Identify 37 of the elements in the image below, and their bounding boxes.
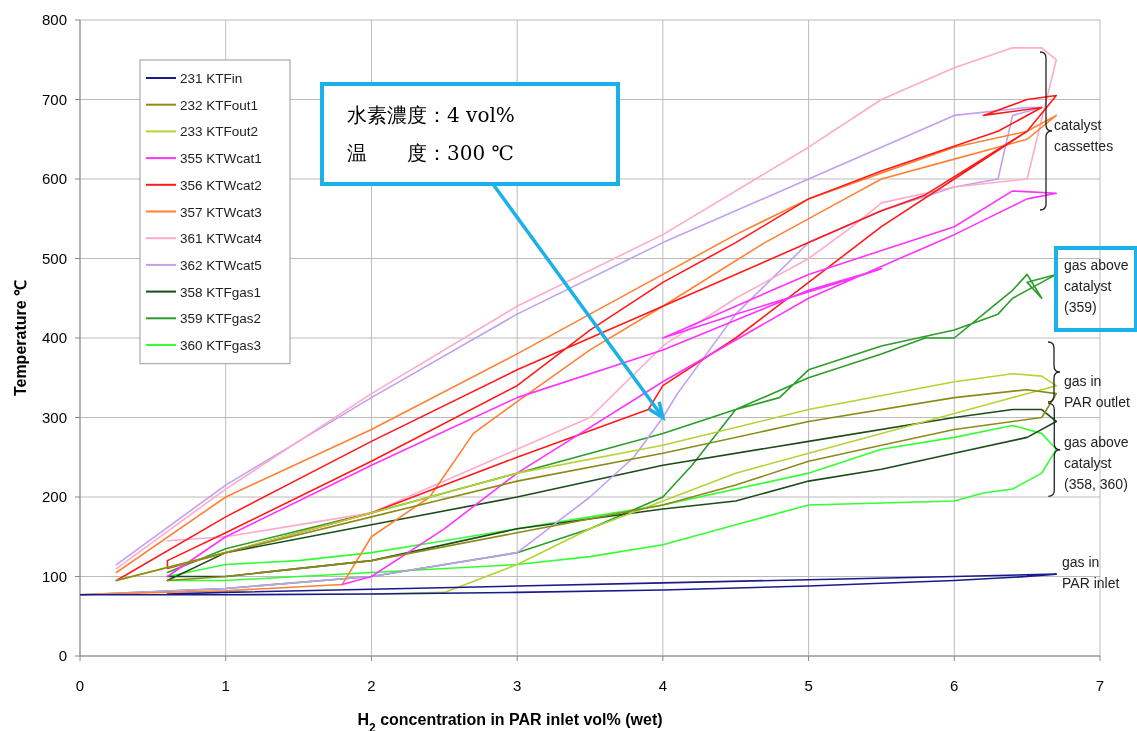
annotation: 水素濃度：4 vol% 温 度：300 ℃	[347, 103, 515, 165]
y-axis-title: Temperature ℃	[12, 279, 29, 397]
y-tick-label: 300	[41, 408, 67, 426]
x-tick-label: 3	[512, 677, 522, 694]
legend-label: 356 KTWcat2	[180, 177, 262, 193]
legend-label: 232 KTFout1	[180, 97, 259, 113]
y-tick-label: 700	[41, 90, 67, 108]
annotation: gas above catalyst (358, 360)	[1064, 434, 1129, 493]
annotation: gas above catalyst (359)	[1064, 257, 1129, 315]
line-series	[80, 573, 1058, 596]
x-tick-label: 1	[221, 677, 230, 694]
x-tick-label: 4	[658, 677, 668, 694]
legend-label: 358 KTFgas1	[180, 284, 262, 300]
annotation: catalyst cassettes	[1054, 117, 1114, 154]
legend-label: 231 KTFin	[180, 71, 243, 86]
y-tick-label: 400	[41, 329, 67, 346]
annotation: gas in PAR outlet	[1064, 373, 1130, 410]
y-tick-label: 100	[41, 567, 67, 585]
legend-label: 355 KTWcat1	[180, 151, 262, 167]
legend-label: 360 KTFgas3	[180, 338, 262, 353]
legend-label: 359 KTFgas2	[180, 311, 262, 327]
y-tick-label: 800	[41, 11, 67, 28]
annotation: gas in PAR inlet	[1062, 554, 1120, 591]
y-tick-label: 500	[41, 249, 67, 267]
y-tick-label: 200	[41, 488, 67, 505]
x-tick-label: 6	[950, 677, 959, 694]
x-tick-label: 5	[804, 677, 813, 694]
legend-label: 361 KTWcat4	[180, 231, 263, 247]
x-tick-label: 2	[367, 677, 376, 694]
y-tick-label: 0	[58, 647, 67, 664]
x-tick-label: 7	[1095, 677, 1105, 694]
y-tick-label: 600	[41, 170, 67, 187]
legend-label: 362 KTWcat5	[180, 257, 262, 273]
legend-label: 357 KTWcat3	[180, 204, 262, 220]
legend-label: 233 KTFout2	[180, 124, 259, 140]
line-series	[166, 190, 1058, 586]
x-tick-label: 0	[75, 677, 85, 694]
